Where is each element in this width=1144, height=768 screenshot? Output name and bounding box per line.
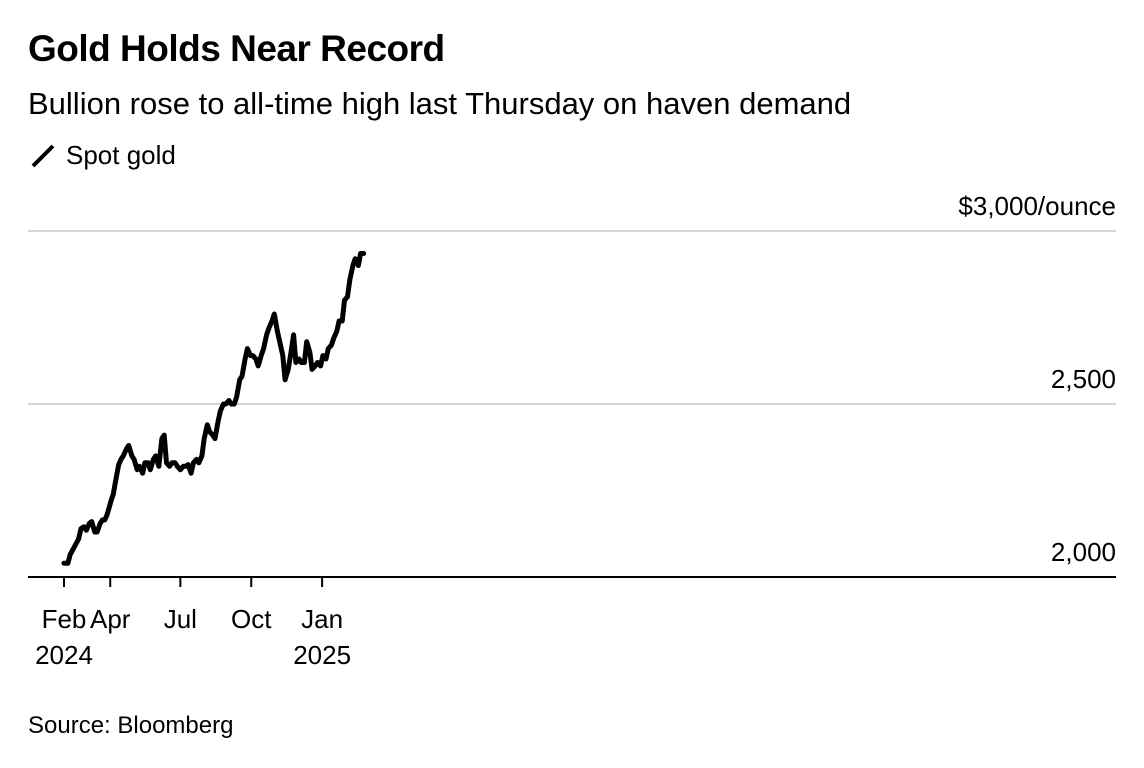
chart-title: Gold Holds Near Record (28, 28, 445, 69)
x-tick-label: Feb (42, 604, 87, 634)
y-tick-label: 2,000 (1051, 537, 1116, 567)
series-layer (61, 251, 367, 566)
y-tick-label: 2,500 (1051, 364, 1116, 394)
legend: Spot gold (30, 140, 176, 171)
legend-line-icon (31, 144, 55, 167)
gridlines (28, 230, 1116, 405)
legend-label: Spot gold (66, 140, 176, 170)
x-tick-label: Oct (231, 604, 272, 634)
y-axis-labels: 2,000 2,500 $3,000/ounce (958, 191, 1116, 567)
x-tick-label: Jan (301, 604, 343, 634)
series-line-spot-gold (61, 251, 367, 566)
x-axis (28, 576, 1116, 587)
x-tick-year-label: 2025 (293, 640, 351, 670)
source-note: Source: Bloomberg (28, 712, 234, 739)
x-tick-label: Apr (90, 604, 131, 634)
chart-subtitle: Bullion rose to all-time high last Thurs… (28, 86, 852, 121)
y-tick-label: $3,000/ounce (958, 191, 1116, 221)
x-axis-labels: Feb 2024 Apr Jul Oct Jan 2025 (35, 604, 351, 670)
x-tick-year-label: 2024 (35, 640, 93, 670)
x-tick-label: Jul (164, 604, 197, 634)
